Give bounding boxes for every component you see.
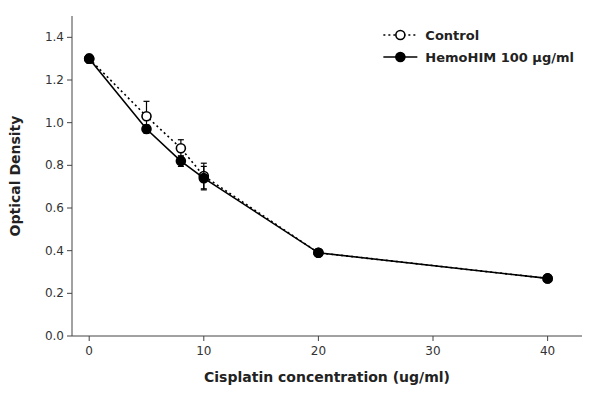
y-tick <box>67 250 72 251</box>
y-tick <box>67 80 72 81</box>
x-axis-line <box>72 336 582 337</box>
y-tick <box>67 165 72 166</box>
error-bar-cap <box>178 139 184 140</box>
point <box>199 174 208 183</box>
point <box>142 112 151 121</box>
x-tick <box>203 336 204 341</box>
y-axis-line <box>72 16 73 336</box>
error-bar-cap <box>201 166 207 167</box>
x-tick <box>433 336 434 341</box>
y-tick-label: 0.8 <box>45 158 64 172</box>
y-tick-label: 0.4 <box>45 244 64 258</box>
x-tick-label: 20 <box>311 344 326 358</box>
point <box>176 144 185 153</box>
point <box>314 248 323 257</box>
x-tick <box>318 336 319 341</box>
x-tick-label: 0 <box>85 344 93 358</box>
x-axis-label: Cisplatin concentration (ug/ml) <box>204 369 450 385</box>
y-axis-label: Optical Density <box>7 116 23 237</box>
plot-area <box>85 54 552 283</box>
y-tick-label: 0.6 <box>45 201 64 215</box>
y-tick <box>67 208 72 209</box>
series <box>85 54 552 283</box>
legend-marker <box>396 53 405 62</box>
y-tick <box>67 336 72 337</box>
x-tick-label: 30 <box>425 344 440 358</box>
chart: 0 10 20 30 40 0.0 0.2 0.4 0.6 0.8 1.0 1.2 1.4 Cisplat… <box>0 0 600 398</box>
y-tick-label: 1.4 <box>45 30 64 44</box>
error-bar-cap <box>201 163 207 164</box>
point <box>543 274 552 283</box>
y-tick-label: 0.2 <box>45 286 64 300</box>
series-line <box>89 59 547 279</box>
point <box>543 274 552 283</box>
y-tick <box>67 37 72 38</box>
y-tick-label: 1.2 <box>45 73 64 87</box>
legend: Control HemoHIM 100 μg/ml <box>383 28 574 65</box>
legend-marker <box>396 31 405 40</box>
x-tick-label: 10 <box>196 344 211 358</box>
x-tick-label: 40 <box>540 344 555 358</box>
y-tick <box>67 293 72 294</box>
point <box>176 157 185 166</box>
series-line <box>89 59 547 279</box>
series <box>85 54 552 283</box>
y-tick-label: 0.0 <box>45 329 64 343</box>
x-tick <box>89 336 90 341</box>
error-bar-cap <box>201 189 207 190</box>
y-tick <box>67 122 72 123</box>
y-tick-label: 1.0 <box>45 116 64 130</box>
legend-label: HemoHIM 100 μg/ml <box>425 50 574 65</box>
legend-label: Control <box>425 28 479 43</box>
point <box>142 125 151 134</box>
point <box>314 248 323 257</box>
x-tick <box>547 336 548 341</box>
point <box>85 54 94 63</box>
point <box>85 54 94 63</box>
error-bar-cap <box>143 101 149 102</box>
